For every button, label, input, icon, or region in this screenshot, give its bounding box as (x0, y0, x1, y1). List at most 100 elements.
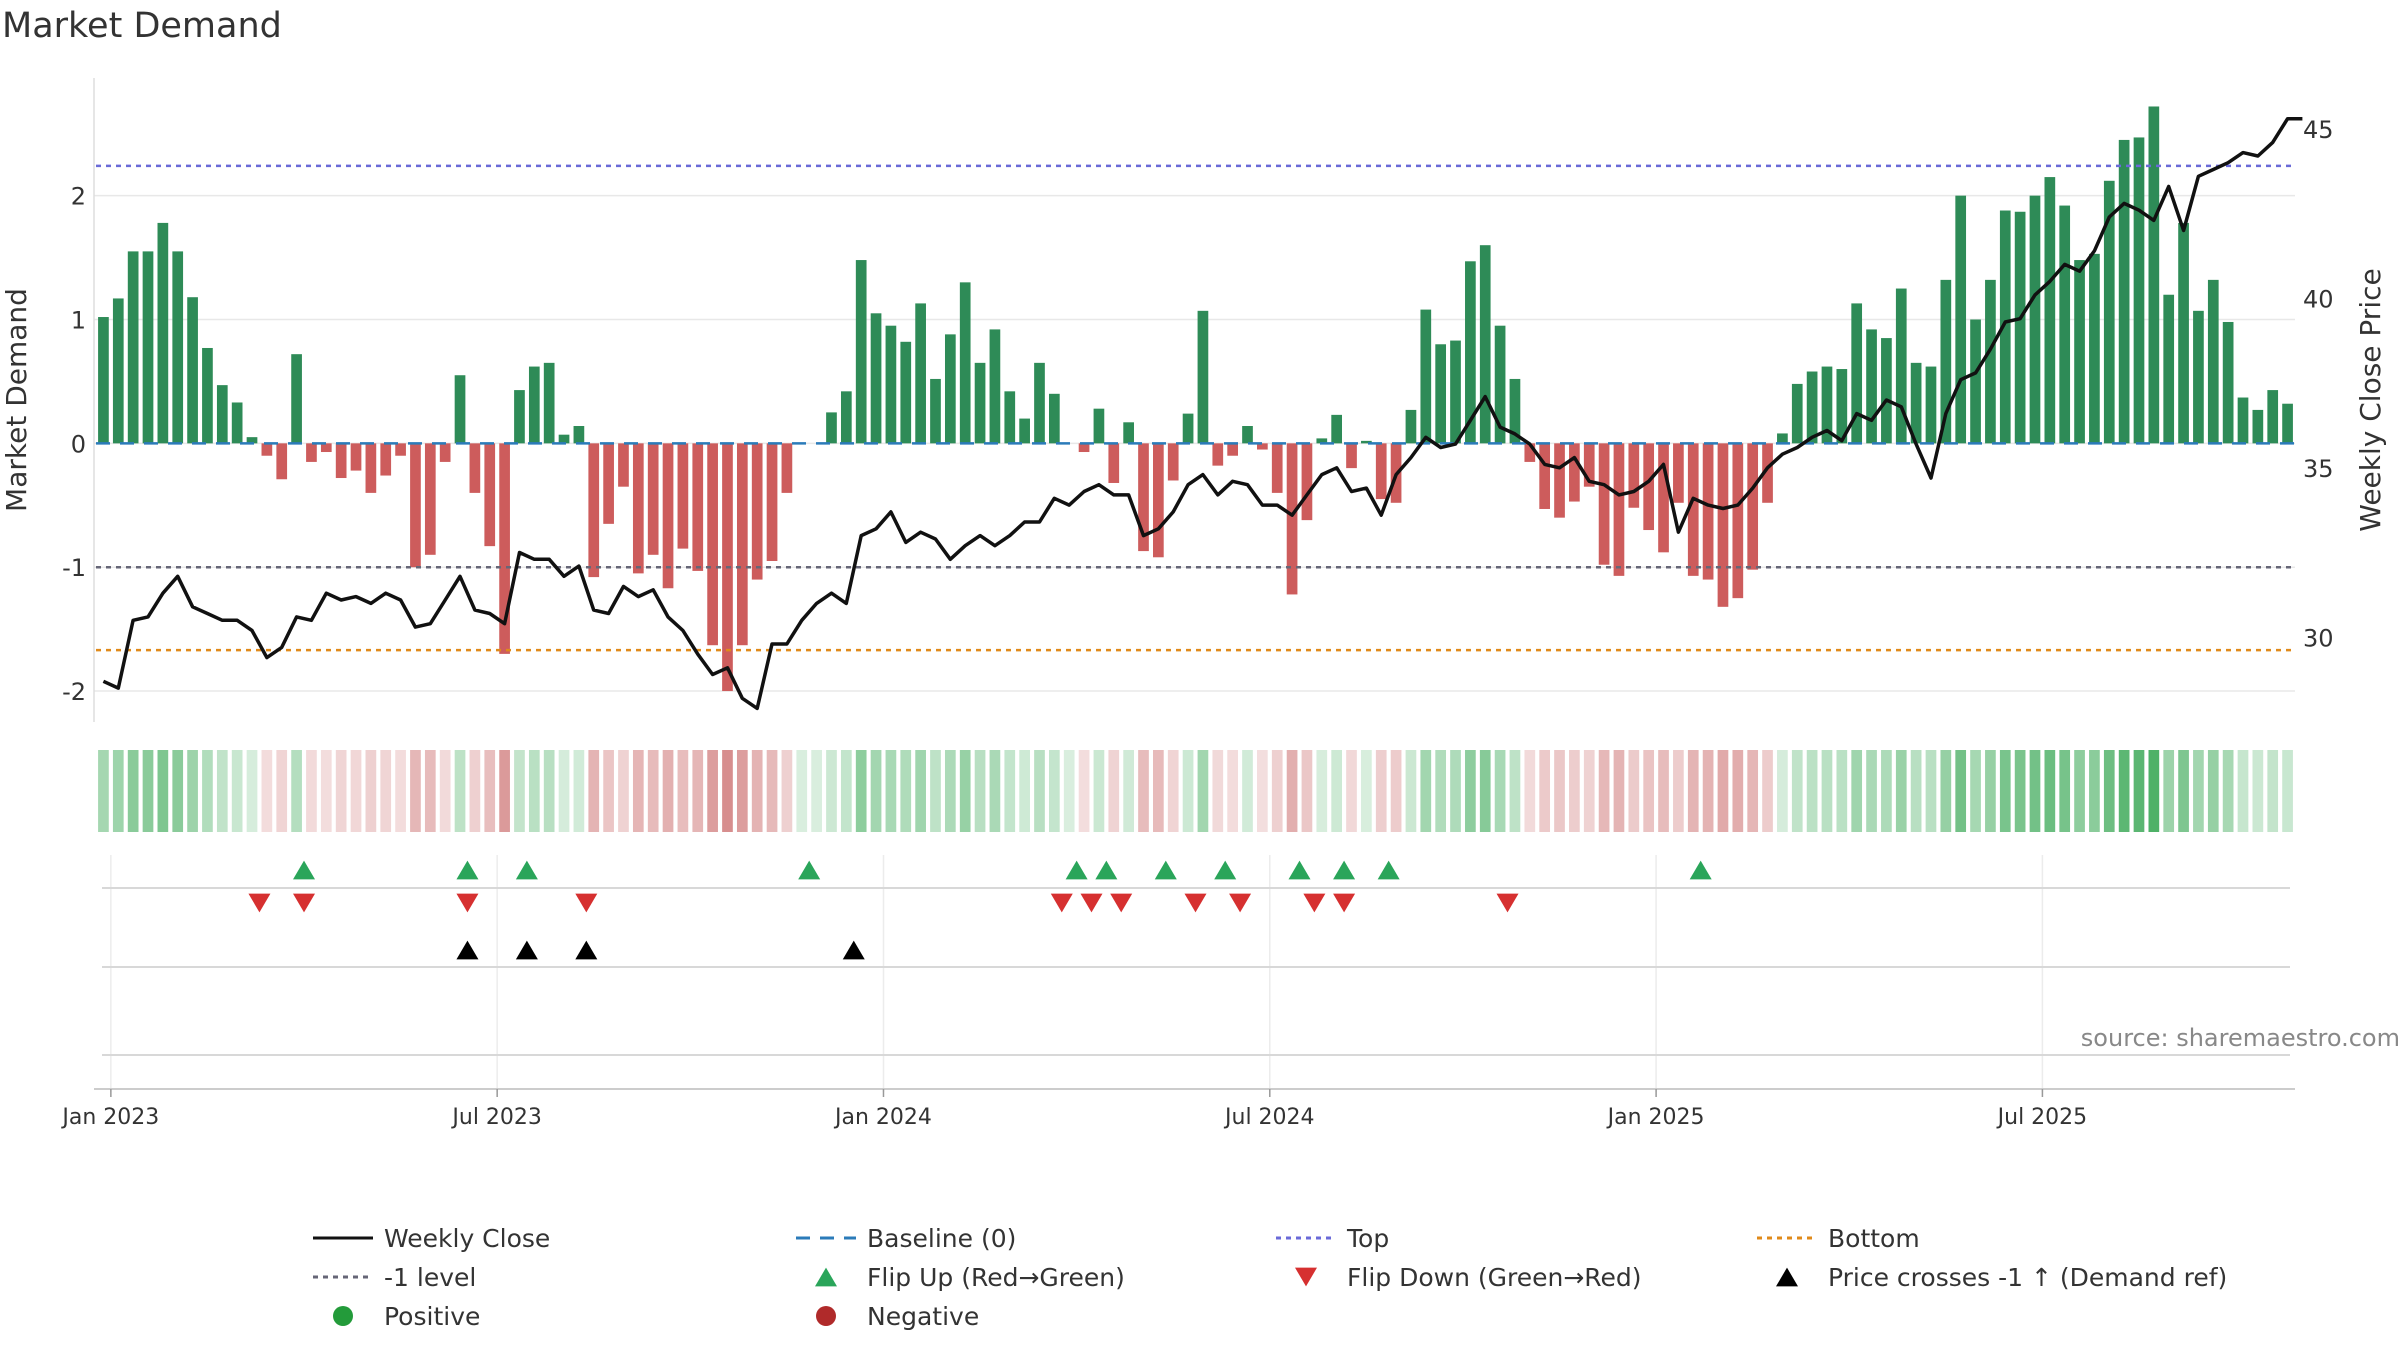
heat-cell (1450, 750, 1461, 832)
heat-cell (1791, 750, 1803, 832)
heat-cell (528, 750, 540, 832)
heat-cell (1182, 750, 1194, 832)
heat-cell (395, 750, 406, 832)
heat-cell (1539, 750, 1551, 832)
heat-cell (2237, 750, 2249, 832)
heat-cell (573, 750, 585, 832)
y2-tick-label: 45 (2303, 116, 2334, 144)
heat-cell (1509, 750, 1521, 832)
demand-bar (2103, 180, 2115, 444)
price-cross-marker (456, 940, 479, 960)
demand-bar (840, 391, 852, 444)
legend-swatch (816, 1306, 836, 1326)
demand-bar (1420, 309, 1432, 444)
y2-tick-label: 30 (2303, 624, 2334, 652)
heat-cell (870, 750, 882, 832)
demand-bar (1153, 443, 1164, 558)
heat-cell (2059, 750, 2071, 832)
y-tick-label: 2 (71, 183, 86, 211)
heat-cell (261, 750, 273, 832)
demand-bar (276, 443, 288, 480)
demand-bar (1940, 279, 1952, 444)
demand-bar (781, 443, 793, 493)
demand-bar (528, 366, 540, 444)
heat-cell (1673, 750, 1684, 832)
heat-cell (1628, 750, 1640, 832)
demand-bar (1123, 422, 1134, 444)
y2-tick-label: 40 (2303, 285, 2334, 313)
heat-cell (1762, 750, 1773, 832)
heat-cell (2103, 750, 2115, 832)
flip-up-marker (293, 860, 316, 880)
demand-bar (1435, 344, 1447, 444)
demand-bar (1583, 443, 1595, 487)
flip-down-marker (293, 893, 316, 913)
heat-cell (1138, 750, 1149, 832)
heat-cell (632, 750, 644, 832)
demand-bar (1167, 443, 1179, 481)
heat-cell (1316, 750, 1328, 832)
flip-up-marker (1377, 860, 1400, 880)
heat-cell (1108, 750, 1120, 832)
heat-cell (1390, 750, 1402, 832)
demand-bar (380, 443, 392, 476)
demand-bar (1539, 443, 1551, 509)
demand-bar (1004, 391, 1016, 444)
demand-bar (870, 313, 882, 444)
heat-cell (142, 750, 154, 832)
demand-bar (2133, 137, 2145, 444)
demand-bar (944, 334, 956, 444)
heat-cell (187, 750, 198, 832)
flip-down-marker (575, 893, 598, 913)
heat-cell (1732, 750, 1744, 832)
demand-bar (1925, 366, 1937, 444)
heat-cell (424, 750, 436, 832)
demand-bar (1613, 443, 1625, 576)
demand-bar (915, 303, 926, 444)
legend-item: Flip Up (Red→Green) (867, 1263, 1125, 1292)
demand-bar (573, 426, 585, 444)
flip-down-marker (1080, 893, 1103, 913)
demand-bar (930, 378, 941, 444)
heat-cell (202, 750, 213, 832)
demand-bar (2237, 397, 2249, 444)
flip-down-marker (1184, 893, 1207, 913)
demand-bar (1628, 443, 1640, 508)
source-label: source: sharemaestro.com (2080, 1024, 2400, 1052)
heat-cell (1153, 750, 1164, 832)
heat-cell (1702, 750, 1714, 832)
flip-down-marker (1496, 893, 1519, 913)
demand-bar (291, 354, 302, 444)
heat-cell (2148, 750, 2160, 832)
heat-cell (826, 750, 837, 832)
demand-bar (2252, 409, 2264, 444)
demand-bar (1851, 303, 1863, 444)
flip-up-marker (1689, 860, 1712, 880)
heat-cell (1242, 750, 1253, 832)
demand-bar (1019, 418, 1030, 444)
demand-bar (1673, 443, 1684, 503)
demand-bar (112, 298, 124, 444)
demand-bar (216, 385, 228, 444)
heat-cell (291, 750, 302, 832)
price-cross-marker (842, 940, 865, 960)
heat-cell (2044, 750, 2056, 832)
demand-bar (1078, 443, 1090, 453)
heat-cell (677, 750, 689, 832)
demand-bar (424, 443, 436, 555)
demand-bar (1108, 443, 1120, 483)
demand-bar (1301, 443, 1313, 521)
demand-bar (2282, 403, 2293, 444)
demand-bar (1331, 414, 1343, 444)
demand-bar (974, 362, 986, 444)
x-tick-label: Jan 2024 (833, 1105, 932, 1130)
heat-cell (1093, 750, 1105, 832)
heat-cell (1197, 750, 1209, 832)
legend-label: Positive (384, 1302, 480, 1331)
legend-item: Positive (333, 1302, 480, 1331)
heat-cell (2014, 750, 2026, 832)
demand-bar (1777, 433, 1788, 444)
demand-bar (588, 443, 600, 578)
weekly-close-line (102, 116, 2303, 711)
legend-item: Bottom (1757, 1224, 1920, 1253)
